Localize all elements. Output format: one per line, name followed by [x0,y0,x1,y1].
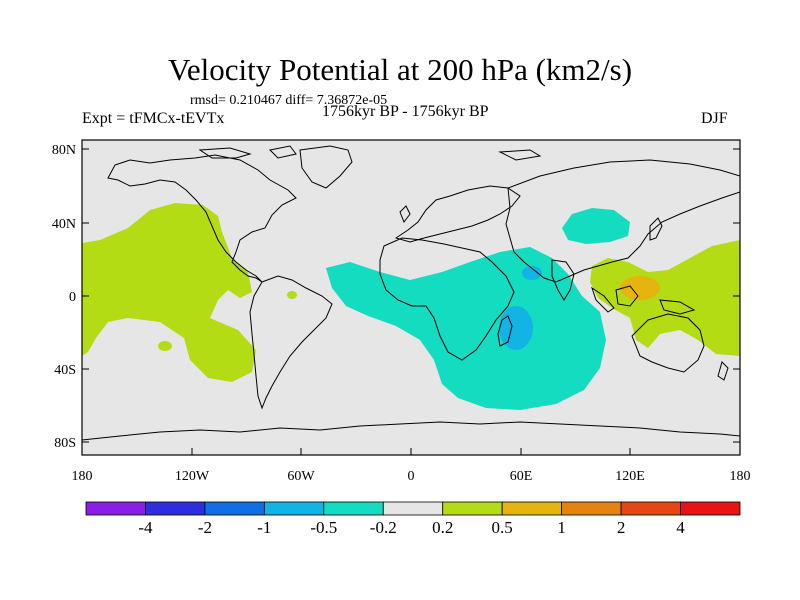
coast-asia [505,159,740,283]
coast-arctic-islands [198,145,542,161]
lon-label: 180 [730,469,751,484]
lat-ticks [82,148,740,443]
coast-australia [631,313,705,373]
lat-label: 40N [52,217,76,232]
colorbar-swatch [145,501,206,516]
experiment-label: Expt = tFMCx-tEVTx [82,110,225,127]
colorbar-swatch [85,501,146,516]
colorbar-swatch [620,501,681,516]
lon-ticks [81,448,741,455]
lon-label: 60E [510,469,533,484]
colorbar-tick-label: 4 [676,518,685,537]
lon-label: 120W [175,469,210,484]
contour-fields [82,203,740,410]
coast-europe [394,185,521,243]
coast-new-zealand [717,361,729,381]
colorbar-tick-label: 1 [557,518,566,537]
coast-india [551,259,575,301]
anomaly-core-north [522,266,542,280]
coast-sumatra [591,286,615,313]
anomaly-maritime-core [620,276,660,300]
colorbar-swatch [561,501,622,516]
anomaly-core-south [499,306,533,350]
colorbar-tick-label: 2 [616,518,626,537]
lon-label: 120E [615,469,645,484]
coast-new-guinea [659,299,696,315]
coast-japan [649,217,663,241]
colorbar-tick-label: -2 [197,518,212,537]
lat-label: 80N [52,143,76,158]
stats-label: rmsd= 0.210467 diff= 7.36872e-05 [190,93,388,108]
colorbar-swatch [263,501,325,516]
lat-label: 40S [54,363,76,378]
coast-africa [379,237,515,361]
colorbar-tick-label: -1 [257,518,272,537]
coast-north-america [107,154,297,283]
colorbar-swatch [442,501,503,516]
axis-labels: 80N 40N 0 40S 80S 180 120W 60W 0 60E 120… [52,143,751,484]
lat-label: 0 [69,290,76,305]
colorbar-swatch [501,501,563,516]
colorbar-tick-label: -0.2 [369,518,397,537]
coast-antarctica [82,421,740,441]
colorbar-swatch [323,501,384,516]
colorbar-tick-label: -4 [138,518,153,537]
coastlines [82,145,740,441]
coast-greenland [299,145,353,189]
colorbar-swatch [680,501,741,516]
anomaly-pacific-positive [82,203,256,382]
anomaly-maritime-positive [590,240,740,356]
colorbar-swatch [382,501,444,516]
lon-label: 180 [72,469,93,484]
anomaly-indian-negative [326,247,606,410]
colorbar [85,501,741,516]
lon-label: 60W [287,469,315,484]
coast-south-america [249,275,333,410]
coast-britain [399,205,411,224]
colorbar-tick-label: -0.5 [310,518,338,537]
colorbar-tick-label: 0.2 [432,518,454,537]
coast-madagascar [497,315,513,347]
colorbar-tick-label: 0.5 [491,518,513,537]
anomaly-eastasia-negative [562,208,630,244]
colorbar-swatch [204,501,265,516]
period-label: 1756kyr BP - 1756kyr BP [322,103,489,120]
anomaly-small-spot-2 [158,341,172,351]
plot-title: Velocity Potential at 200 hPa (km2/s) [167,52,633,87]
lon-label: 0 [408,469,415,484]
lat-label: 80S [54,436,76,451]
coast-borneo [615,285,639,307]
season-label: DJF [701,110,728,127]
anomaly-small-spot [287,291,297,299]
